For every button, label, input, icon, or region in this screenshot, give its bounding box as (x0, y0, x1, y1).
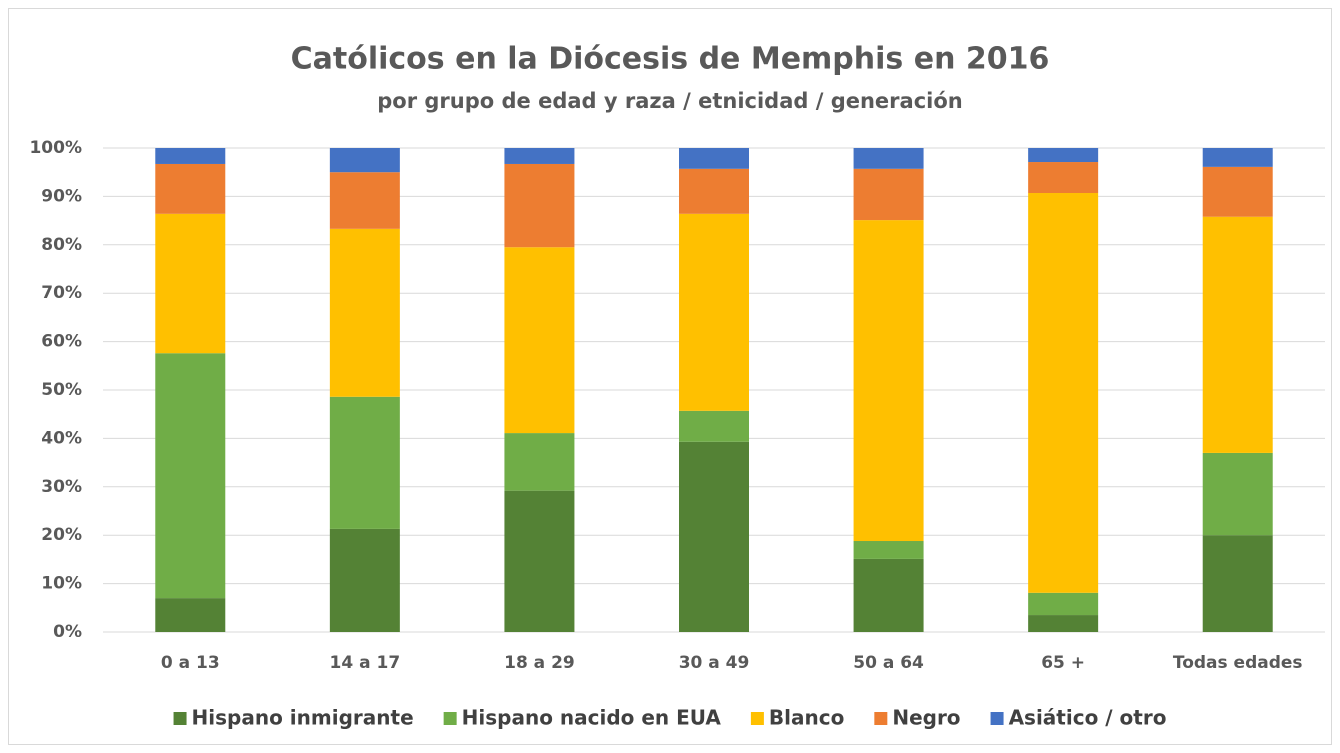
chart-subtitle: por grupo de edad y raza / etnicidad / g… (377, 89, 962, 113)
bar-segment (155, 163, 226, 214)
x-tick-label: 0 a 13 (161, 653, 220, 673)
bar-segment (1202, 452, 1273, 536)
x-tick-label: 50 a 64 (853, 653, 924, 673)
bar-segment (504, 163, 575, 248)
bar-segment (1202, 216, 1273, 453)
bar-segment (504, 490, 575, 632)
chart-border (8, 8, 1332, 745)
bar-segment (1028, 162, 1099, 194)
x-tick-label: 65 + (1041, 653, 1085, 673)
bar-segment (1028, 193, 1099, 593)
x-tick-label: 14 a 17 (330, 653, 401, 673)
bar-segment (679, 168, 749, 214)
bar-segment (1202, 535, 1273, 632)
y-tick-label: 60% (41, 332, 82, 352)
bar-segment (504, 433, 575, 491)
bar-segment (853, 220, 924, 542)
bar-segment (853, 541, 924, 559)
bar-segment (853, 148, 924, 169)
legend-swatch (173, 712, 187, 725)
chart-title: Católicos en la Diócesis de Memphis en 2… (291, 42, 1050, 77)
bar-segment (1028, 592, 1099, 616)
legend-label: Negro (892, 706, 960, 730)
bar-segment (679, 213, 749, 411)
bar-segment (679, 148, 749, 169)
bar-segment (329, 228, 400, 397)
bar-segment (329, 172, 400, 229)
y-tick-label: 100% (29, 138, 82, 158)
y-tick-label: 40% (41, 428, 82, 448)
y-tick-label: 90% (41, 186, 82, 206)
bar-segment (1202, 166, 1273, 217)
legend-label: Blanco (769, 706, 844, 730)
legend-label: Hispano inmigrante (192, 706, 414, 730)
y-tick-label: 10% (41, 574, 82, 594)
bar-segment (329, 528, 400, 632)
bar-segment (853, 168, 924, 221)
legend-swatch (443, 712, 457, 725)
bar-segment (504, 247, 575, 434)
legend-swatch (750, 712, 764, 725)
x-tick-label: 18 a 29 (504, 653, 575, 673)
x-tick-label: Todas edades (1173, 653, 1303, 673)
bar-segment (504, 148, 575, 164)
bar-segment (155, 213, 226, 354)
bar-segment (155, 353, 226, 599)
y-tick-label: 20% (41, 525, 82, 545)
legend-label: Asiático / otro (1009, 706, 1167, 730)
y-tick-label: 80% (41, 235, 82, 255)
bar-segment (853, 558, 924, 632)
y-tick-label: 30% (41, 477, 82, 497)
bar-segment (155, 598, 226, 632)
bar-segment (329, 148, 400, 173)
x-tick-label: 30 a 49 (679, 653, 750, 673)
legend-swatch (874, 712, 888, 725)
bar-segment (679, 410, 749, 442)
legend-swatch (990, 712, 1004, 725)
bar-segment (329, 396, 400, 529)
bar-segment (1028, 615, 1099, 632)
y-tick-label: 50% (41, 380, 82, 400)
bar-segment (155, 148, 226, 164)
bar-segment (679, 441, 749, 632)
y-tick-label: 0% (53, 622, 82, 642)
bar-segment (1028, 148, 1099, 163)
legend-label: Hispano nacido en EUA (462, 706, 722, 730)
bar-segment (1202, 148, 1273, 167)
y-tick-label: 70% (41, 283, 82, 303)
